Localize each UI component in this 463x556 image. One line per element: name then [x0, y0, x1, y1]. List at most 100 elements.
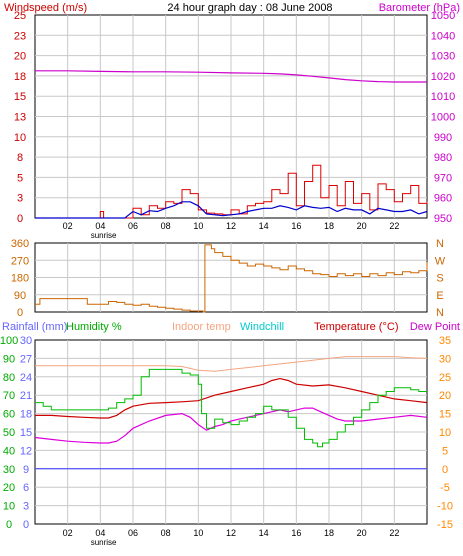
wind-x-tick: 04 — [95, 221, 105, 231]
sunrise-label: sunrise — [91, 538, 117, 547]
temperature-tick: 5 — [442, 445, 448, 457]
wind-x-tick: 18 — [324, 221, 334, 231]
rainfall-tick: 9 — [23, 464, 29, 476]
barometer-axis-label: Barometer (hPa) — [379, 2, 460, 14]
barometer-tick: 1000 — [431, 112, 455, 124]
chart-title: 24 hour graph day : 08 June 2008 — [167, 2, 332, 14]
windspeed-line — [35, 201, 428, 219]
wind-x-tick: 20 — [357, 221, 367, 231]
windspeed-tick: 13 — [14, 112, 26, 124]
rainfall-tick: 3 — [23, 501, 29, 513]
humidity-tick: 60 — [3, 409, 15, 421]
temperature-tick: 25 — [439, 372, 451, 384]
humidity-tick: 50 — [3, 427, 15, 439]
sunrise-label: sunrise — [91, 231, 117, 240]
temp-x-tick: 16 — [291, 528, 301, 538]
windspeed-tick: 18 — [14, 71, 26, 83]
temperature-tick: 30 — [439, 353, 451, 365]
humidity-tick: 100 — [0, 335, 18, 347]
windspeed-tick: 10 — [14, 132, 26, 144]
dew-point-line — [34, 407, 428, 444]
temp-x-tick: 22 — [389, 528, 399, 538]
temperature-tick: 20 — [439, 390, 451, 402]
direction-tick: 180 — [11, 273, 29, 285]
barometer-tick: 970 — [434, 172, 452, 184]
temp-x-tick: 08 — [161, 528, 171, 538]
wind-x-tick: 12 — [226, 221, 236, 231]
wind-x-tick: 06 — [128, 221, 138, 231]
barometer-line — [35, 70, 427, 83]
temp-x-tick: 10 — [193, 528, 203, 538]
dew-point-label: Dew Point — [410, 321, 460, 333]
windchill-label: Windchill — [240, 321, 284, 333]
wind-x-tick: 10 — [193, 221, 203, 231]
windspeed-tick: 23 — [14, 30, 26, 42]
direction-tick: 360 — [11, 238, 29, 250]
temp-x-tick: 04 — [95, 528, 105, 538]
rainfall-tick: 18 — [20, 409, 32, 421]
barometer-tick: 990 — [434, 132, 452, 144]
temp-x-tick: 12 — [226, 528, 236, 538]
compass-tick: N — [436, 307, 444, 319]
humidity-line — [35, 368, 427, 448]
windspeed-tick: 15 — [14, 91, 26, 103]
humidity-tick: 0 — [6, 519, 12, 531]
temperature-tick: 15 — [439, 409, 451, 421]
humidity-tick: 10 — [3, 501, 15, 513]
indoor-temp-label: Indoor temp — [172, 321, 231, 333]
temp-x-tick: 02 — [63, 528, 73, 538]
wind-x-tick: 16 — [291, 221, 301, 231]
rainfall-tick: 27 — [20, 353, 32, 365]
humidity-tick: 40 — [3, 445, 15, 457]
barometer-tick: 1050 — [431, 10, 455, 22]
humidity-tick: 20 — [3, 482, 15, 494]
barometer-tick: 980 — [434, 152, 452, 164]
windspeed-tick: 5 — [17, 172, 23, 184]
humidity-tick: 90 — [3, 353, 15, 365]
rainfall-tick: 6 — [23, 482, 29, 494]
temperature-line — [35, 377, 428, 419]
direction-line — [35, 244, 428, 313]
compass-tick: E — [436, 290, 443, 302]
compass-tick: S — [436, 273, 443, 285]
humidity-tick: 30 — [3, 464, 15, 476]
rainfall-tick: 30 — [20, 335, 32, 347]
barometer-tick: 1010 — [431, 91, 455, 103]
windspeed-tick: 20 — [14, 51, 26, 63]
rainfall-tick: 15 — [20, 427, 32, 439]
temperature-panel: 0102030405060708090100036912151821242730… — [0, 335, 453, 547]
barometer-tick: 1020 — [431, 71, 455, 83]
temperature-axis-label: Temperature (°C) — [314, 321, 398, 333]
compass-tick: W — [435, 255, 446, 267]
barometer-tick: 1040 — [431, 30, 455, 42]
windspeed-tick: 25 — [14, 10, 26, 22]
windspeed-tick: 8 — [17, 152, 23, 164]
barometer-tick: 950 — [434, 213, 452, 225]
temp-x-tick: 06 — [128, 528, 138, 538]
rainfall-tick: 21 — [20, 390, 32, 402]
direction-tick: 270 — [11, 255, 29, 267]
humidity-tick: 70 — [3, 390, 15, 402]
windspeed-tick: 0 — [17, 213, 23, 225]
temperature-tick: -5 — [440, 482, 450, 494]
temperature-tick: 35 — [439, 335, 451, 347]
temp-x-tick: 20 — [357, 528, 367, 538]
temperature-tick: -15 — [437, 519, 453, 531]
rainfall-tick: 0 — [23, 519, 29, 531]
windspeed-tick: 3 — [17, 193, 23, 205]
indoor-temp-line — [35, 356, 428, 372]
direction-tick: 0 — [17, 307, 23, 319]
humidity-tick: 80 — [3, 372, 15, 384]
compass-tick: N — [436, 238, 444, 250]
temp-x-tick: 14 — [259, 528, 269, 538]
rainfall-axis-label: Rainfall (mm) — [2, 321, 67, 333]
wind-x-tick: 02 — [63, 221, 73, 231]
wind-x-tick: 22 — [389, 221, 399, 231]
rainfall-tick: 12 — [20, 445, 32, 457]
rainfall-tick: 24 — [20, 372, 32, 384]
direction-tick: 90 — [14, 290, 26, 302]
barometer-tick: 1030 — [431, 51, 455, 63]
